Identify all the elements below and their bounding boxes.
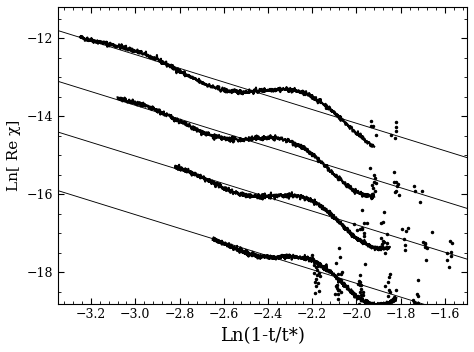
X-axis label: Ln(1-t/t*): Ln(1-t/t*): [220, 327, 305, 345]
Y-axis label: Ln[ Re χ]: Ln[ Re χ]: [7, 120, 21, 191]
